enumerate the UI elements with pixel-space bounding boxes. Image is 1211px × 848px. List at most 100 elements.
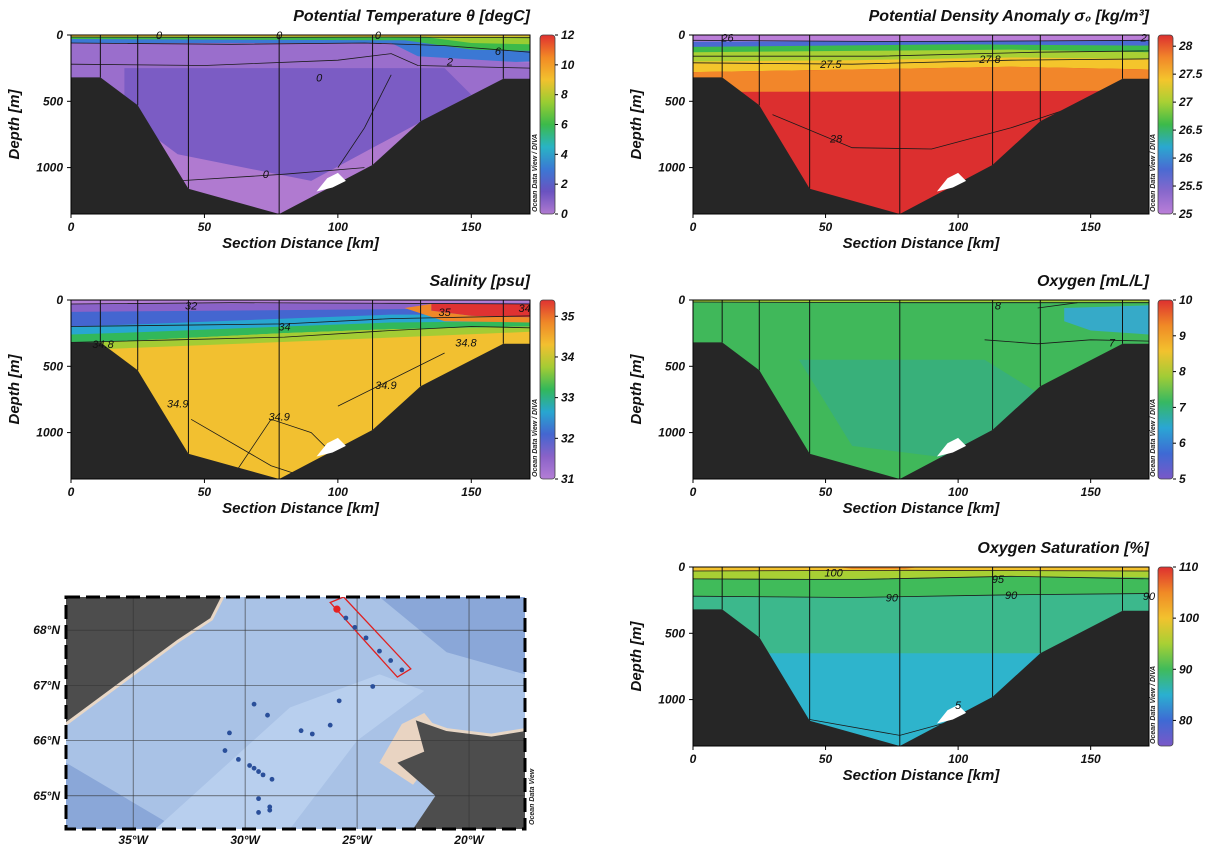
section-field-density <box>693 35 1149 214</box>
x-axis-label: Section Distance [km] <box>843 500 1001 517</box>
colorbar-tick-label: 34 <box>561 350 575 364</box>
map-x-tick-label: 20°W <box>453 833 485 847</box>
x-tick-label: 100 <box>948 752 968 766</box>
colorbar-tick-label: 8 <box>561 88 568 102</box>
station-point <box>363 635 369 641</box>
x-tick-label: 50 <box>819 485 833 499</box>
iceland-land <box>397 718 525 829</box>
section-field-oxysat <box>693 567 1149 746</box>
colorbar-tick-label: 6 <box>561 118 568 132</box>
y-tick-label: 0 <box>56 28 63 42</box>
station-point <box>267 804 273 810</box>
contour-line <box>71 36 530 39</box>
station-point <box>309 731 315 737</box>
station-point <box>236 757 241 762</box>
station-point <box>260 772 266 778</box>
contour-label: 34.8 <box>455 337 477 349</box>
contour-label: 0 <box>156 30 163 42</box>
x-axis-label: Section Distance [km] <box>843 235 1001 252</box>
contour-line <box>693 39 1149 43</box>
contour-label: 27.5 <box>819 59 842 71</box>
x-axis-label: Section Distance [km] <box>222 235 380 252</box>
deep-basin <box>379 597 525 675</box>
contour-line <box>693 575 1149 581</box>
map-frame <box>64 595 527 831</box>
colorbar-tick-label: 8 <box>1179 365 1186 379</box>
station-point <box>227 730 232 736</box>
map-y-tick-label: 66°N <box>33 734 60 748</box>
data-gap <box>316 172 346 192</box>
y-axis-label: Depth [m] <box>628 354 645 425</box>
station-point <box>370 684 376 689</box>
colorbar <box>1157 566 1174 747</box>
section-panel-density: 26 2 27.5 27.8 28 0 50 100 150 0 500 1000 Section Di… <box>628 8 1203 252</box>
plot-frame <box>692 34 1150 215</box>
y-tick-label: 500 <box>665 626 685 640</box>
colorbar-tick-label: 9 <box>1179 329 1186 343</box>
contour-line <box>337 74 392 168</box>
colorbar-tick-label: 26 <box>1178 151 1193 165</box>
contour-label: 34.9 <box>167 398 188 410</box>
station-point <box>222 748 228 753</box>
x-tick-label: 100 <box>948 220 968 234</box>
contour-line <box>71 326 530 343</box>
contour-line <box>693 569 1149 572</box>
station-point <box>298 728 304 734</box>
contour-line <box>337 352 445 407</box>
station-point <box>247 763 253 768</box>
contour-label: 5 <box>955 700 962 712</box>
colorbar-tick-label: 27 <box>1178 95 1194 109</box>
contour-label: 0 <box>375 30 382 42</box>
colorbar-tick-label: 7 <box>1179 400 1187 414</box>
contour-label: 32 <box>185 300 197 312</box>
colorbar-tick-label: 25.5 <box>1178 179 1203 193</box>
station-point <box>377 648 382 654</box>
map-x-tick-label: 25°W <box>341 833 373 847</box>
x-tick-label: 150 <box>1081 752 1101 766</box>
colorbar-tick-label: 2 <box>560 177 568 191</box>
x-axis-label: Section Distance [km] <box>843 767 1001 784</box>
station-point <box>251 765 257 771</box>
x-axis-label: Section Distance [km] <box>222 500 380 517</box>
panel-title: Oxygen [mL/L] <box>1037 273 1150 290</box>
colorbar-tick-label: 5 <box>1179 472 1186 486</box>
colorbar-tick-label: 25 <box>1178 207 1193 221</box>
contour-label: 34 <box>278 322 290 334</box>
panel-title: Potential Density Anomaly σ₀ [kg/m³] <box>869 8 1150 25</box>
section-panel-salinity: 32 34 35 34 34.8 34.8 34.9 34.9 34.9 0 50 100 150 0 50… <box>6 273 575 517</box>
station-point <box>256 769 261 774</box>
contour-label: 28 <box>829 133 843 145</box>
data-gap <box>936 704 967 724</box>
data-gap <box>316 437 346 457</box>
field-layer <box>71 35 530 51</box>
x-tick-label: 50 <box>819 752 833 766</box>
station-point <box>251 701 257 707</box>
panel-title: Oxygen Saturation [%] <box>977 540 1149 557</box>
section-highlight-box <box>329 597 412 678</box>
map-x-tick-label: 35°W <box>118 833 149 847</box>
colorbar <box>539 299 556 480</box>
contour-line <box>693 58 1149 65</box>
section-panel-oxygen: 8 7 0 50 100 150 0 500 1000 Section Distance [km]… <box>628 273 1193 517</box>
colorbar-tick-label: 10 <box>561 58 575 72</box>
contour-label: 2 <box>1140 33 1147 45</box>
field-layer <box>1064 305 1149 335</box>
data-gap <box>936 437 967 457</box>
bathymetry <box>693 342 1149 479</box>
station-point <box>267 807 273 813</box>
x-tick-label: 0 <box>690 485 697 499</box>
colorbar-tick-label: 32 <box>561 431 575 445</box>
odv-diva-label: Ocean Data View / DIVA <box>532 134 539 212</box>
contour-label: 90 <box>1005 590 1018 602</box>
panel-title: Potential Temperature θ [degC] <box>293 8 530 25</box>
panel-title: Salinity [psu] <box>430 273 531 290</box>
station-point <box>399 667 405 673</box>
bathymetry <box>71 77 530 214</box>
y-tick-label: 500 <box>665 94 685 108</box>
contour-label: 34.8 <box>92 339 114 351</box>
odv-diva-label: Ocean Data View / DIVA <box>532 399 539 477</box>
contour-line <box>1037 302 1078 309</box>
y-tick-label: 500 <box>665 359 685 373</box>
